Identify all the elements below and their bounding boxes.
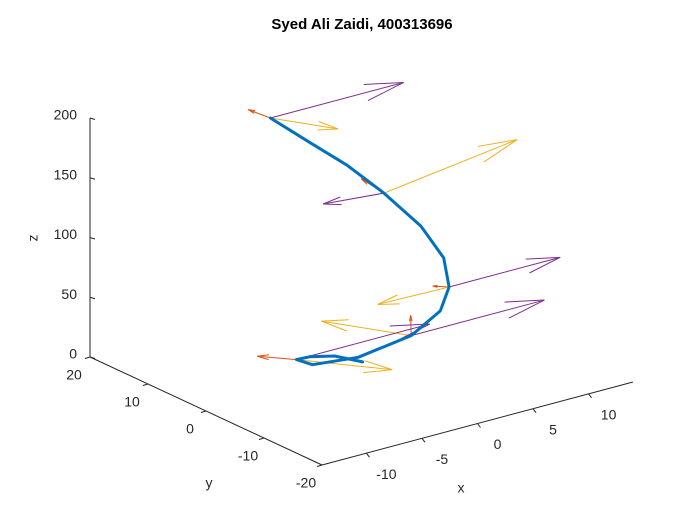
y-tick: [316, 464, 323, 467]
quiver-arrow: [432, 284, 450, 288]
arrow-shaft: [383, 139, 518, 194]
arrow-head: [321, 320, 347, 332]
arrow-head: [529, 256, 561, 274]
y-tick-label: 10: [124, 394, 140, 410]
y-axis-label: y: [206, 475, 213, 491]
arrow-head: [321, 319, 349, 322]
y-tick: [200, 410, 207, 413]
z-tick-label: 50: [61, 286, 77, 302]
y-tick-label: 0: [186, 421, 194, 437]
arrow-head: [323, 203, 342, 206]
x-tick: [477, 423, 481, 428]
arrow-head: [364, 360, 393, 371]
curve: [268, 116, 451, 367]
arrow-shaft: [270, 117, 339, 130]
arrow-shaft: [296, 359, 393, 371]
z-tick-label: 200: [54, 107, 78, 123]
arrow-head: [508, 299, 545, 319]
y-tick: [258, 437, 265, 440]
quiver-arrow: [257, 354, 297, 361]
quiver-arrow: [270, 81, 404, 119]
arrow-head: [257, 354, 270, 357]
arrow-head: [483, 139, 518, 163]
quiver-arrow: [411, 299, 545, 337]
quiver-arrow: [383, 139, 518, 194]
x-tick: [532, 408, 537, 413]
arrow-head: [363, 81, 404, 85]
arrow-head: [363, 369, 393, 374]
y-tick: [84, 356, 91, 359]
arrow-shaft: [377, 286, 450, 305]
arrow-head: [525, 256, 561, 260]
arrow-head: [317, 128, 339, 131]
arrow-head: [360, 178, 368, 185]
arrow-shaft: [270, 81, 404, 119]
arrow-head: [504, 299, 545, 303]
arrow-shaft: [296, 323, 430, 361]
z-tick: [89, 296, 96, 300]
y-tick-label: -10: [238, 448, 258, 464]
z-axis-label: z: [25, 235, 41, 242]
y-tick: [142, 383, 149, 386]
x-tick: [366, 452, 370, 458]
y-tick-label: 20: [66, 367, 82, 383]
arrow-head: [248, 109, 256, 112]
arrow-head: [367, 82, 404, 102]
x-axis-label: x: [458, 480, 465, 496]
chart-title: Syed Ali Zaidi, 400313696: [271, 16, 452, 33]
quiver-arrow: [247, 109, 271, 119]
quiver-arrow: [448, 256, 561, 288]
z-tick: [89, 237, 96, 240]
arrow-head: [432, 284, 438, 287]
quiver-arrow: [377, 286, 450, 305]
arrow-head: [410, 315, 413, 322]
arrow-head: [257, 355, 269, 361]
quiver-arrow: [296, 359, 393, 374]
arrow-head: [477, 139, 518, 147]
quiver-arrow: [322, 192, 385, 206]
x-tick: [588, 393, 592, 399]
arrow-shaft: [257, 355, 297, 361]
z-tick: [89, 177, 96, 180]
arrow-head: [377, 303, 400, 305]
z-tick-label: 100: [54, 226, 78, 242]
z-tick-label: 0: [69, 346, 77, 362]
x-tick-label: 5: [549, 421, 557, 437]
z-tick: [89, 117, 96, 120]
arrow-shaft: [248, 109, 271, 119]
y-tick-label: -20: [296, 475, 316, 491]
z-tick-label: 150: [54, 166, 78, 182]
arrow-shaft: [432, 285, 450, 288]
arrow-shaft: [448, 256, 561, 288]
x-tick-label: 0: [494, 436, 502, 452]
x-tick-label: -5: [436, 451, 449, 467]
z-tick: [89, 356, 96, 359]
arrow-head: [322, 196, 341, 205]
x-tick-label: 10: [601, 407, 617, 423]
arrow-shaft: [322, 192, 385, 205]
arrow-head: [377, 294, 398, 305]
quiver-arrow: [270, 117, 339, 131]
arrow-shaft: [411, 299, 545, 337]
x-tick-label: -10: [376, 466, 396, 482]
x-tick: [421, 438, 426, 443]
arrow-head: [318, 121, 339, 130]
